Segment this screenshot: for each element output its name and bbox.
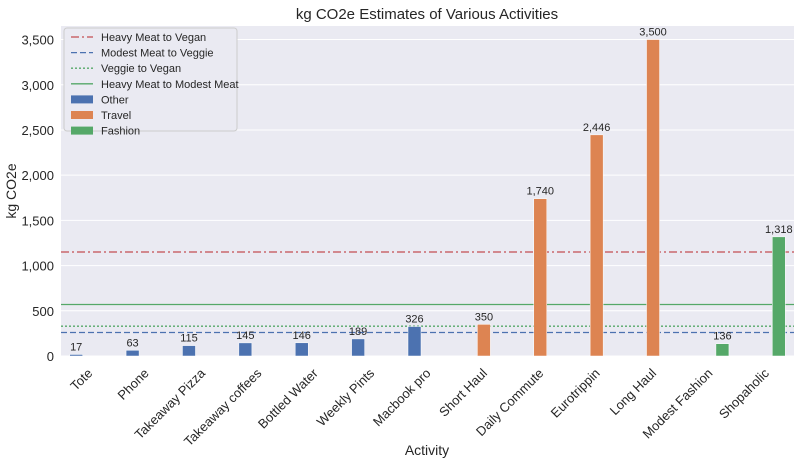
legend-label: Other [101, 94, 129, 106]
y-axis-ticks: 0 500 1,000 1,500 2,000 2,500 3,000 3,500 [21, 33, 54, 364]
bar [182, 345, 196, 357]
x-tick-label: Tote [67, 366, 95, 394]
bar-data-label: 1,740 [527, 186, 555, 198]
reference-lines [61, 251, 794, 334]
y-tick-label: 2,000 [21, 168, 54, 183]
x-tick-label: Macbook pro [370, 366, 434, 430]
bar-data-label: 145 [236, 330, 254, 342]
bar [125, 350, 140, 357]
bar [533, 198, 548, 357]
x-tick-label: Eurotrippin [548, 366, 603, 421]
bar-data-label: 146 [293, 330, 311, 342]
x-tick-label: Shopaholic [716, 365, 772, 421]
legend-items: Heavy Meat to Vegan Modest Meat to Veggie… [71, 32, 239, 138]
legend-label: Modest Meat to Veggie [101, 48, 214, 60]
bar-data-label: 350 [475, 311, 493, 323]
x-axis-title: Activity [405, 442, 449, 458]
legend-label: Fashion [101, 126, 140, 138]
y-tick-label: 0 [47, 349, 54, 364]
legend-box [63, 27, 238, 132]
bar-data-label: 2,446 [583, 122, 611, 134]
chart-title: kg CO2e Estimates of Various Activities [296, 6, 558, 23]
bar [407, 326, 422, 357]
bars [69, 39, 786, 357]
bar-data-label: 189 [349, 326, 367, 338]
bar-data-labels: 17 63 115 145 146 189 326 350 1,740 2,446 3,500 136… [70, 27, 793, 354]
bar-data-label: 115 [180, 333, 198, 345]
x-tick-label: Short Haul [436, 365, 490, 419]
bar-data-label: 63 [126, 337, 138, 349]
legend-label: Veggie to Vegan [101, 63, 181, 75]
y-tick-label: 2,500 [21, 123, 54, 138]
bar-data-label: 17 [70, 341, 82, 353]
bar-data-label: 326 [405, 314, 423, 326]
bar-data-label: 136 [713, 331, 731, 343]
legend-label: Heavy Meat to Modest Meat [101, 79, 239, 91]
legend-bar-swatch [71, 126, 93, 135]
y-axis-title: kg CO2e [3, 163, 19, 218]
bar [477, 324, 491, 357]
x-tick-label: Weekly Pints [314, 365, 378, 429]
bar [646, 39, 660, 357]
x-tick-label: Bottled Water [255, 365, 321, 431]
x-tick-label: Long Haul [607, 365, 660, 418]
legend-label: Heavy Meat to Vegan [101, 32, 206, 44]
x-tick-label: Phone [115, 366, 152, 403]
bar [589, 134, 604, 357]
y-tick-label: 1,000 [21, 259, 54, 274]
bar-data-label: 3,500 [639, 27, 667, 39]
bar [69, 354, 83, 357]
bar [715, 343, 730, 357]
bar [772, 236, 786, 357]
bar [238, 342, 253, 357]
legend: Heavy Meat to Vegan Modest Meat to Veggie… [63, 27, 239, 138]
bar-data-label: 1,318 [765, 224, 793, 236]
y-tick-label: 500 [32, 304, 54, 319]
legend-label: Travel [101, 110, 131, 122]
bar [351, 338, 365, 357]
y-tick-label: 3,000 [21, 78, 54, 93]
legend-bar-swatch [71, 95, 93, 104]
y-tick-label: 1,500 [21, 213, 54, 228]
legend-bar-swatch [71, 111, 93, 119]
bar [294, 342, 309, 357]
y-tick-label: 3,500 [21, 33, 54, 48]
